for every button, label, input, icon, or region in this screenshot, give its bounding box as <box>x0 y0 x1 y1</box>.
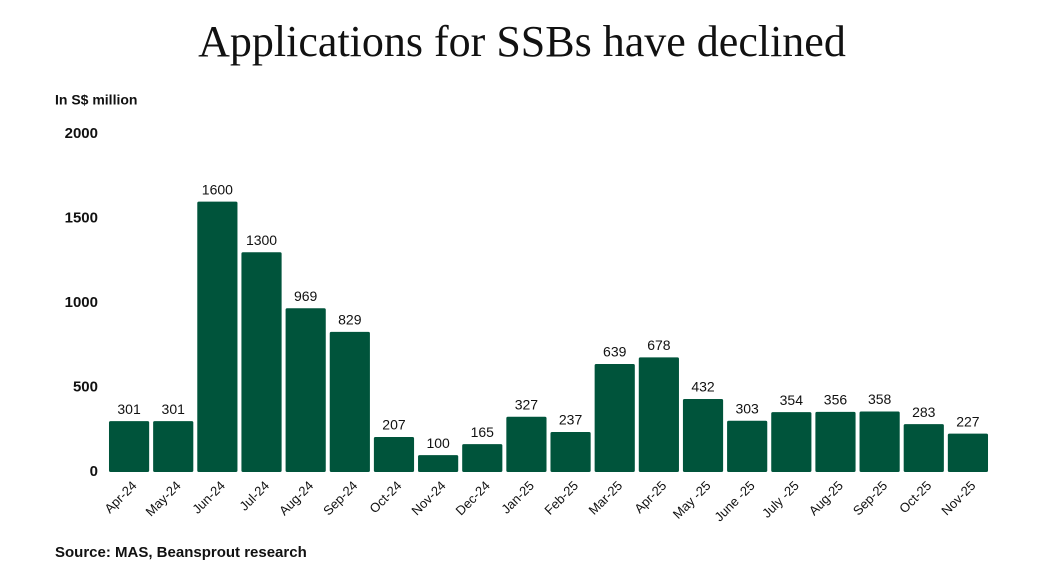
value-label: 207 <box>382 417 406 433</box>
value-label: 283 <box>912 404 936 420</box>
bar <box>108 421 150 472</box>
value-label: 829 <box>338 312 362 328</box>
bar <box>682 398 724 472</box>
value-label: 100 <box>426 435 450 451</box>
value-label: 356 <box>824 392 848 408</box>
value-label: 639 <box>603 344 627 360</box>
value-label: 301 <box>117 401 141 417</box>
x-tick-label: Oct-24 <box>366 478 404 516</box>
value-label: 303 <box>735 400 759 416</box>
bar <box>285 308 326 472</box>
value-label: 301 <box>162 401 186 417</box>
bar <box>506 416 547 472</box>
value-label: 358 <box>868 391 892 407</box>
x-tick-label: Feb-25 <box>541 478 581 518</box>
x-tick-label: Nov-24 <box>408 478 448 518</box>
bar <box>418 455 459 472</box>
bar <box>638 357 679 472</box>
bar <box>594 364 635 472</box>
x-tick-label: Oct-25 <box>896 478 934 516</box>
value-label: 327 <box>515 396 539 412</box>
x-tick-label: Jan-25 <box>498 478 537 517</box>
y-axis-label: In S$ million <box>55 92 137 108</box>
x-tick-label: Jun-24 <box>189 478 228 517</box>
value-label: 165 <box>471 424 495 440</box>
x-tick-label: Mar-25 <box>586 478 626 518</box>
bar <box>947 433 989 472</box>
y-tick-label: 0 <box>90 463 98 480</box>
x-tick-label: May -25 <box>670 478 714 522</box>
bar <box>550 431 591 472</box>
bar <box>329 331 370 472</box>
value-label: 237 <box>559 412 583 428</box>
x-tick-label: Dec-24 <box>453 478 493 518</box>
value-label: 227 <box>956 413 980 429</box>
bar <box>153 421 194 472</box>
bar <box>197 201 238 472</box>
x-tick-label: July -25 <box>759 478 802 521</box>
x-tick-label: Apr-25 <box>631 478 669 516</box>
bar <box>771 412 812 472</box>
x-tick-label: Apr-24 <box>101 478 139 516</box>
chart-title: Applications for SSBs have declined <box>198 17 846 66</box>
y-tick-label: 1000 <box>65 294 98 311</box>
x-tick-label: May-24 <box>143 478 184 519</box>
x-tick-label: June -25 <box>711 478 757 524</box>
bar <box>241 252 282 472</box>
value-label: 1300 <box>246 232 277 248</box>
x-tick-label: Nov-25 <box>938 478 978 518</box>
bar <box>462 444 503 472</box>
y-tick-label: 1500 <box>65 209 98 226</box>
bar <box>815 411 856 472</box>
x-tick-label: Jul-24 <box>236 478 272 514</box>
x-tick-label: Aug-24 <box>276 478 316 518</box>
y-tick-label: 2000 <box>65 125 98 142</box>
bar <box>373 437 415 472</box>
value-label: 969 <box>294 288 318 304</box>
x-tick-label: Sep-24 <box>320 478 360 518</box>
x-tick-label: Sep-25 <box>850 478 890 518</box>
y-tick-label: 500 <box>73 378 98 395</box>
value-label: 432 <box>691 379 715 395</box>
x-tick-label: Aug-25 <box>806 478 846 518</box>
bar <box>903 424 944 472</box>
bar <box>727 420 768 472</box>
value-label: 1600 <box>202 181 233 197</box>
value-label: 678 <box>647 337 671 353</box>
bar <box>859 411 900 472</box>
value-label: 354 <box>780 392 804 408</box>
source: Source: MAS, Beansprout research <box>55 544 307 561</box>
